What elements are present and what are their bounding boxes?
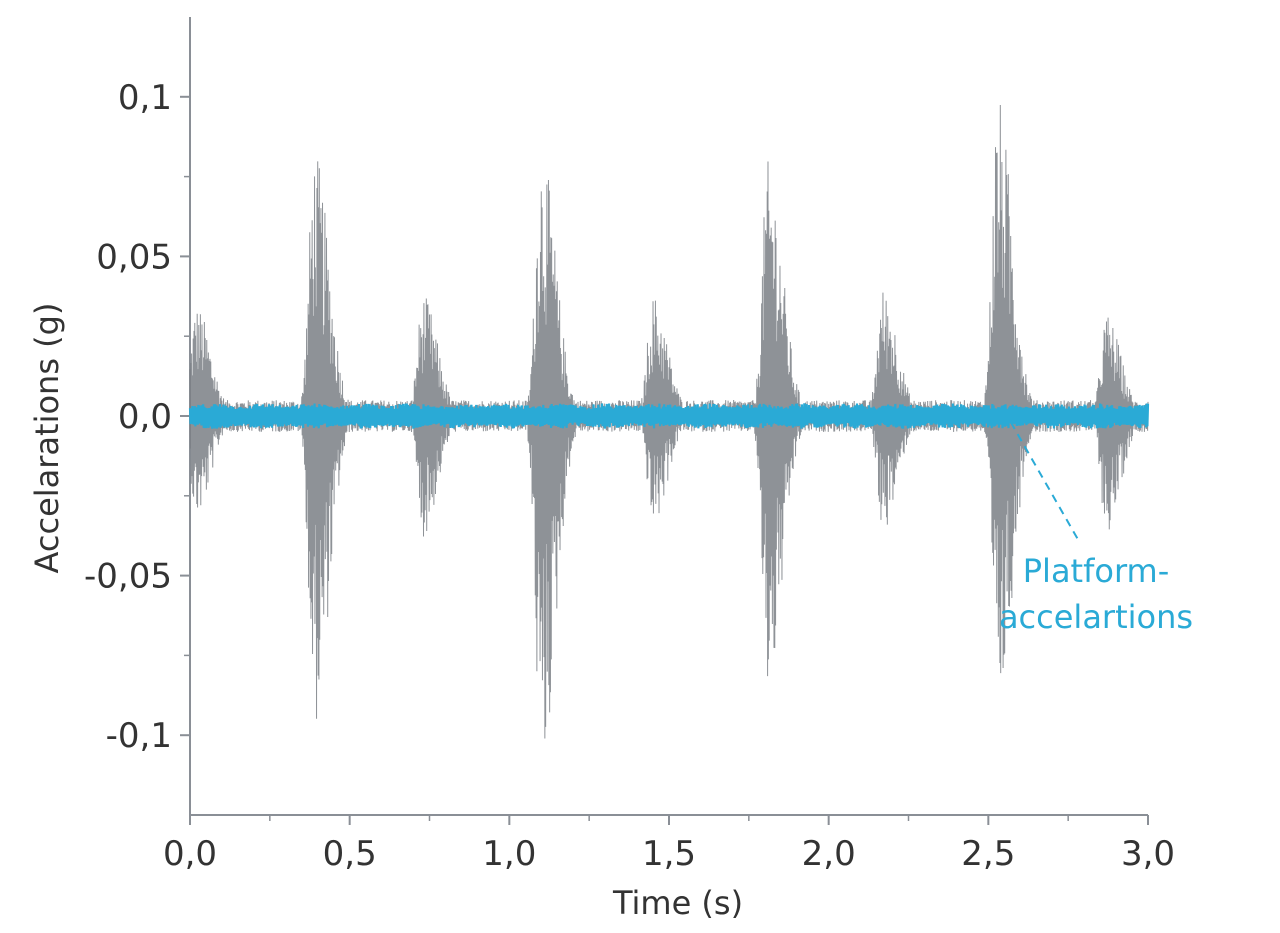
annotation-label-line-2: accelartions bbox=[999, 598, 1193, 636]
vibration-trace bbox=[189, 105, 1149, 739]
tick-labels: 0,1 0,05 0,0 -0,05 -0,1 0,0 0,5 1,0 1,5 2,0 2,5 3,0 bbox=[84, 78, 1175, 874]
x-tick-label: 3,0 bbox=[1121, 834, 1175, 874]
x-tick-label: 1,0 bbox=[482, 834, 536, 874]
y-tick-label: 0,05 bbox=[96, 237, 172, 277]
vibration-series bbox=[189, 105, 1149, 739]
y-tick-label: -0,05 bbox=[84, 557, 172, 597]
platform-series bbox=[188, 403, 1150, 429]
platform-trace bbox=[188, 403, 1150, 429]
x-tick-label: 2,0 bbox=[802, 834, 856, 874]
x-tick-label: 1,5 bbox=[642, 834, 696, 874]
x-tick-label: 0,0 bbox=[163, 834, 217, 874]
annotation-leader-line bbox=[1009, 421, 1081, 544]
y-tick-label: -0,1 bbox=[106, 716, 172, 756]
y-tick-label: 0,1 bbox=[118, 78, 172, 118]
y-tick-label: 0,0 bbox=[118, 397, 172, 437]
x-axis-title: Time (s) bbox=[612, 884, 743, 922]
x-tick-label: 0,5 bbox=[323, 834, 377, 874]
x-tick-label: 2,5 bbox=[961, 834, 1015, 874]
y-axis-title: Accelarations (g) bbox=[28, 303, 66, 574]
annotation-label-line-1: Platform- bbox=[1023, 552, 1170, 590]
